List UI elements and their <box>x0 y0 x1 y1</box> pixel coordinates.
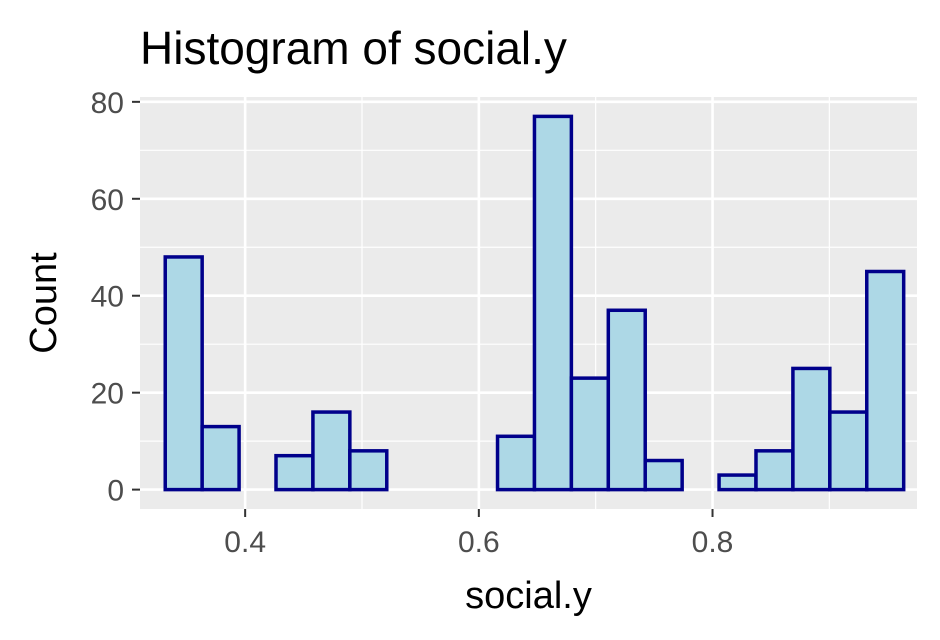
histogram-bar <box>311 410 352 492</box>
x-tick-label: 0.6 <box>458 526 500 559</box>
histogram-bars <box>163 114 906 492</box>
histogram-bar <box>865 269 906 492</box>
histogram-bar <box>200 424 241 492</box>
y-tick-label: 60 <box>91 184 124 217</box>
histogram-bar <box>754 449 795 492</box>
y-tick-label: 80 <box>91 87 124 120</box>
histogram-bar <box>791 366 832 492</box>
x-tick-label: 0.8 <box>692 526 734 559</box>
histogram-bar <box>348 449 389 492</box>
y-axis-title: Count <box>23 252 65 354</box>
grid-lines <box>140 97 917 509</box>
chart-title: Histogram of social.y <box>140 22 567 74</box>
axes: 0 20 40 60 80 0.4 0.6 0.8 <box>91 87 734 559</box>
y-tick-label: 0 <box>107 475 124 508</box>
histogram-bar <box>495 434 537 492</box>
y-tick-label: 20 <box>91 378 124 411</box>
histogram-bar <box>828 410 869 492</box>
histogram-bar <box>274 453 315 492</box>
y-tick-label: 40 <box>91 281 124 314</box>
histogram-bar <box>643 458 684 492</box>
x-axis-title: social.y <box>465 575 592 617</box>
histogram-bar <box>717 473 758 492</box>
histogram-bar <box>606 308 647 492</box>
histogram-bar <box>532 114 574 492</box>
histogram-bar <box>569 376 611 492</box>
x-tick-label: 0.4 <box>224 526 266 559</box>
histogram-bar <box>163 255 204 492</box>
